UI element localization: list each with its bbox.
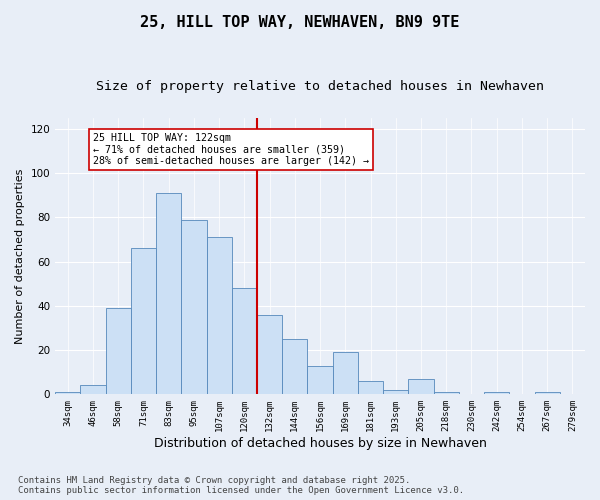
Bar	[106, 308, 131, 394]
Text: 25, HILL TOP WAY, NEWHAVEN, BN9 9TE: 25, HILL TOP WAY, NEWHAVEN, BN9 9TE	[140, 15, 460, 30]
Y-axis label: Number of detached properties: Number of detached properties	[15, 168, 25, 344]
Bar	[409, 379, 434, 394]
Bar	[282, 339, 307, 394]
Title: Size of property relative to detached houses in Newhaven: Size of property relative to detached ho…	[96, 80, 544, 93]
Bar	[358, 381, 383, 394]
Bar	[484, 392, 509, 394]
Bar	[232, 288, 257, 395]
Bar	[80, 386, 106, 394]
Bar	[131, 248, 156, 394]
Bar	[307, 366, 332, 394]
Bar	[181, 220, 206, 394]
Bar	[332, 352, 358, 395]
Bar	[383, 390, 409, 394]
Text: 25 HILL TOP WAY: 122sqm
← 71% of detached houses are smaller (359)
28% of semi-d: 25 HILL TOP WAY: 122sqm ← 71% of detache…	[93, 134, 369, 166]
Text: Contains HM Land Registry data © Crown copyright and database right 2025.
Contai: Contains HM Land Registry data © Crown c…	[18, 476, 464, 495]
Bar	[535, 392, 560, 394]
Bar	[156, 193, 181, 394]
X-axis label: Distribution of detached houses by size in Newhaven: Distribution of detached houses by size …	[154, 437, 487, 450]
Bar	[257, 314, 282, 394]
Bar	[434, 392, 459, 394]
Bar	[206, 237, 232, 394]
Bar	[55, 392, 80, 394]
